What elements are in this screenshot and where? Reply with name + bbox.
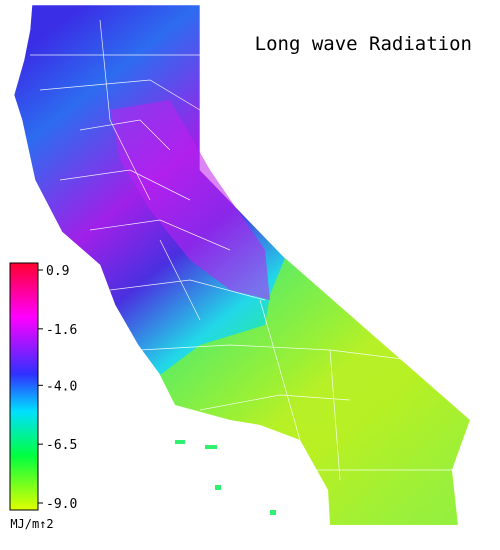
colorbar-tick-label: -6.5 <box>46 438 77 453</box>
colorbar-tick-label: -4.0 <box>46 379 77 394</box>
colorbar <box>9 262 39 511</box>
colorbar-tick-label: -9.0 <box>46 497 77 512</box>
title: Long wave Radiation <box>255 33 472 55</box>
colorbar-tick-label: 0.9 <box>46 264 69 279</box>
colorbar-unit: MJ/m↑2 <box>10 517 53 531</box>
colorbar-tick-label: -1.6 <box>46 323 77 338</box>
state-shape <box>13 4 471 526</box>
